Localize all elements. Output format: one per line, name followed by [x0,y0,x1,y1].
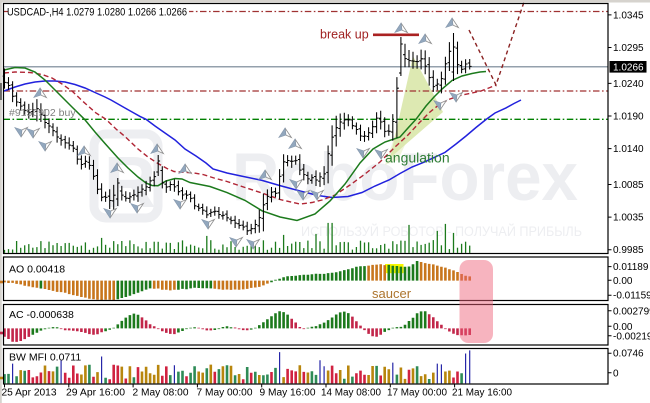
svg-text:ИСПОЛЬЗУЙ РОБОТОВ - ПОЛУЧАЙ ПР: ИСПОЛЬЗУЙ РОБОТОВ - ПОЛУЧАЙ ПРИБЫЛЬ [301,224,582,239]
svg-text:0.002799: 0.002799 [613,306,650,317]
svg-text:14 May 08:00: 14 May 08:00 [321,388,381,399]
svg-text:AC -0.000638: AC -0.000638 [9,309,74,321]
svg-text:7 May 00:00: 7 May 00:00 [197,388,253,399]
svg-text:1.0085: 1.0085 [613,180,644,191]
svg-text:AO 0.00418: AO 0.00418 [9,264,65,276]
svg-text:0.00: 0.00 [613,322,633,333]
svg-text:BW MFI 0.0711: BW MFI 0.0711 [9,352,81,364]
svg-text:0.0746: 0.0746 [613,349,644,360]
svg-text:1.0240: 1.0240 [613,79,644,90]
svg-text:25 Apr 2013: 25 Apr 2013 [2,388,57,399]
svg-text:0.01189: 0.01189 [613,262,649,273]
svg-text:2 May 08:00: 2 May 08:00 [133,388,189,399]
svg-text:1.0345: 1.0345 [613,10,644,21]
svg-text:0.9985: 0.9985 [613,245,644,256]
svg-text:0: 0 [613,368,619,379]
svg-text:1.0295: 1.0295 [613,43,644,54]
svg-text:saucer: saucer [372,286,412,301]
svg-text:21 May 16:00: 21 May 16:00 [452,388,512,399]
svg-text:1.0035: 1.0035 [613,213,644,224]
svg-text:17 May 00:00: 17 May 00:00 [387,388,447,399]
svg-text:29 Apr 16:00: 29 Apr 16:00 [66,388,125,399]
svg-text:#9156902 buy: #9156902 buy [9,107,76,119]
svg-text:USDCAD-,H4 1.0279 1.0280 1.02: USDCAD-,H4 1.0279 1.0280 1.0266 1.0266 [7,7,187,19]
svg-text:1.0140: 1.0140 [613,144,644,155]
svg-text:1.0190: 1.0190 [613,112,644,123]
svg-text:break up: break up [320,28,369,42]
svg-text:angulation: angulation [385,150,450,166]
svg-text:9 May 16:00: 9 May 16:00 [260,388,316,399]
svg-text:-0.00219: -0.00219 [613,331,650,342]
svg-text:0.00: 0.00 [613,276,633,287]
svg-text:-0.01159: -0.01159 [613,291,650,302]
svg-text:1.0266: 1.0266 [613,63,644,74]
